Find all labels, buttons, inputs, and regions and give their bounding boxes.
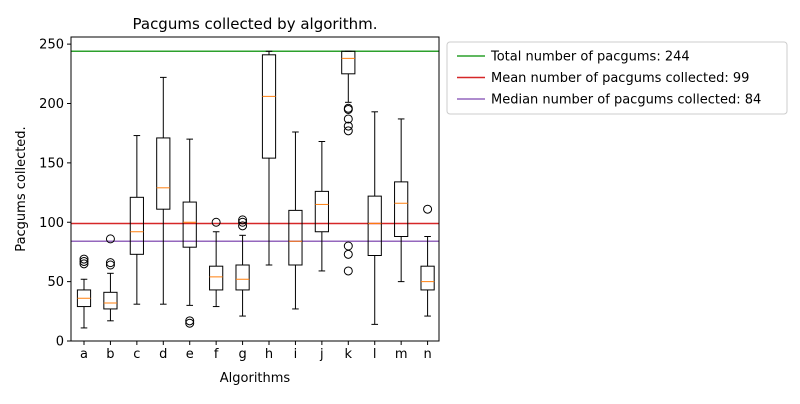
box-body-f [209, 265, 224, 291]
flier-f-0 [211, 217, 221, 227]
y-axis-title: Pacgums collected. [14, 126, 29, 251]
box-body-b [103, 291, 118, 310]
flier-a-1 [79, 256, 89, 266]
flier-b-0 [105, 260, 115, 270]
flier-g-0 [238, 221, 248, 231]
x-tick-label-d: d [159, 347, 167, 362]
flier-a-2 [79, 254, 89, 264]
legend-label-2: Median number of pacgums collected: 84 [491, 93, 761, 108]
y-tick-label-200: 200 [39, 97, 64, 112]
legend-frame [446, 41, 788, 115]
x-tick-label-e: e [186, 347, 194, 362]
x-tick-label-g: g [238, 347, 246, 362]
box-body-c [129, 196, 144, 255]
box-c [129, 135, 144, 305]
flier-a-0 [79, 259, 89, 269]
flier-b-1 [105, 258, 115, 268]
plot-frame [70, 36, 440, 342]
box-k [341, 50, 356, 276]
y-tick-label-250: 250 [39, 38, 64, 53]
box-body-i [288, 209, 303, 266]
box-a [76, 254, 92, 329]
x-tick-label-k: k [345, 347, 353, 362]
box-body-h [261, 54, 277, 159]
x-tick-label-j: j [319, 347, 324, 362]
box-n [420, 204, 435, 317]
flier-k-5 [343, 114, 353, 124]
x-tick-label-l: l [373, 347, 377, 362]
x-tick-label-n: n [423, 347, 431, 362]
flier-e-1 [185, 316, 195, 326]
legend-label-1: Mean number of pacgums collected: 99 [491, 71, 749, 86]
flier-g-2 [238, 215, 248, 225]
flier-n-0 [423, 204, 433, 214]
y-tick-label-100: 100 [39, 216, 64, 231]
x-tick-label-b: b [106, 347, 114, 362]
box-j [314, 141, 329, 272]
box-body-n [420, 265, 435, 291]
box-body-l [367, 195, 382, 256]
box-body-j [314, 190, 329, 233]
box-body-m [394, 181, 409, 237]
chart-title: Pacgums collected by algorithm. [133, 15, 378, 33]
box-d [156, 76, 171, 305]
legend: Total number of pacgums: 244 Mean number … [446, 41, 788, 115]
flier-k-0 [343, 266, 353, 276]
x-tick-label-i: i [294, 347, 298, 362]
x-tick-label-f: f [214, 347, 219, 362]
flier-k-2 [343, 241, 353, 251]
box-m [394, 118, 409, 283]
flier-k-4 [343, 121, 353, 131]
box-h [261, 50, 277, 266]
legend-label-0: Total number of pacgums: 244 [490, 50, 690, 65]
y-tick-label-50: 50 [47, 275, 64, 290]
x-tick-label-h: h [265, 347, 273, 362]
x-tick-label-a: a [80, 347, 88, 362]
box-l [367, 111, 382, 325]
box-body-d [156, 137, 171, 210]
x-tick-label-m: m [395, 347, 408, 362]
box-g [235, 215, 250, 317]
flier-k-7 [343, 103, 353, 113]
y-tick-label-0: 0 [56, 335, 64, 350]
x-tick-label-c: c [133, 347, 140, 362]
box-i [288, 131, 303, 310]
x-axis-title: Algorithms [220, 371, 291, 386]
flier-g-1 [238, 217, 248, 227]
y-tick-label-150: 150 [39, 156, 64, 171]
flier-b-2 [105, 234, 115, 244]
box-e [182, 138, 197, 328]
box-b [103, 234, 118, 322]
box-body-k [341, 50, 356, 75]
flier-e-0 [185, 318, 195, 328]
flier-k-3 [343, 126, 353, 136]
flier-k-1 [343, 249, 353, 259]
box-body-e [182, 201, 197, 248]
box-f [209, 217, 224, 308]
box-body-g [235, 264, 250, 291]
